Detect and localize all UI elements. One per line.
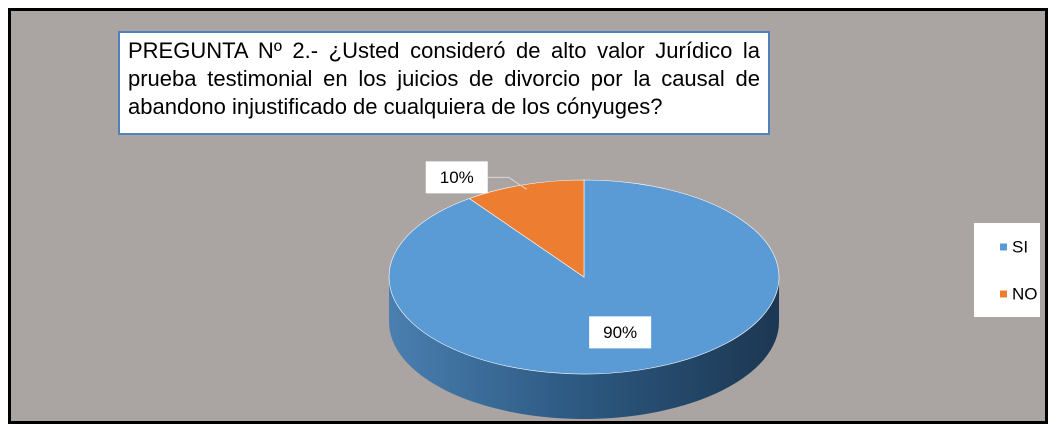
legend-label: SI xyxy=(1012,237,1028,256)
data-label: 10% xyxy=(440,168,474,187)
data-label-box xyxy=(589,316,652,349)
data-label-box xyxy=(425,161,488,194)
leader-line xyxy=(485,176,528,190)
legend-swatch xyxy=(1000,243,1007,251)
legend-box xyxy=(974,223,1040,317)
pie-slice xyxy=(468,179,585,278)
pie-side xyxy=(389,277,779,419)
legend-swatch xyxy=(1000,290,1007,298)
chart-title: PREGUNTA Nº 2.- ¿Usted consideró de alto… xyxy=(118,31,770,135)
chart: 90% 10% SI NO xyxy=(388,161,1040,419)
chart-frame: 90% 10% SI NO PREGUNTA Nº 2.- ¿Usted consid… xyxy=(8,8,1048,424)
page: {"chart_data": {"type": "pie", "title": … xyxy=(8,8,1048,424)
legend-label: NO xyxy=(1012,284,1038,303)
data-label: 90% xyxy=(603,323,637,342)
